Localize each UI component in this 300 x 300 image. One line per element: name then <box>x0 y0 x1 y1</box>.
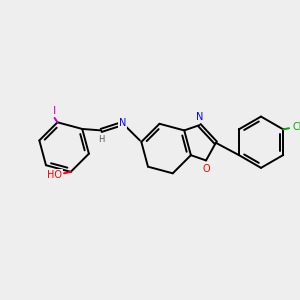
Text: HO: HO <box>47 170 62 180</box>
Text: O: O <box>202 164 210 174</box>
Text: H: H <box>98 135 104 144</box>
Text: Cl: Cl <box>292 122 300 132</box>
Text: N: N <box>119 118 126 128</box>
Text: N: N <box>196 112 203 122</box>
Text: I: I <box>53 106 56 116</box>
